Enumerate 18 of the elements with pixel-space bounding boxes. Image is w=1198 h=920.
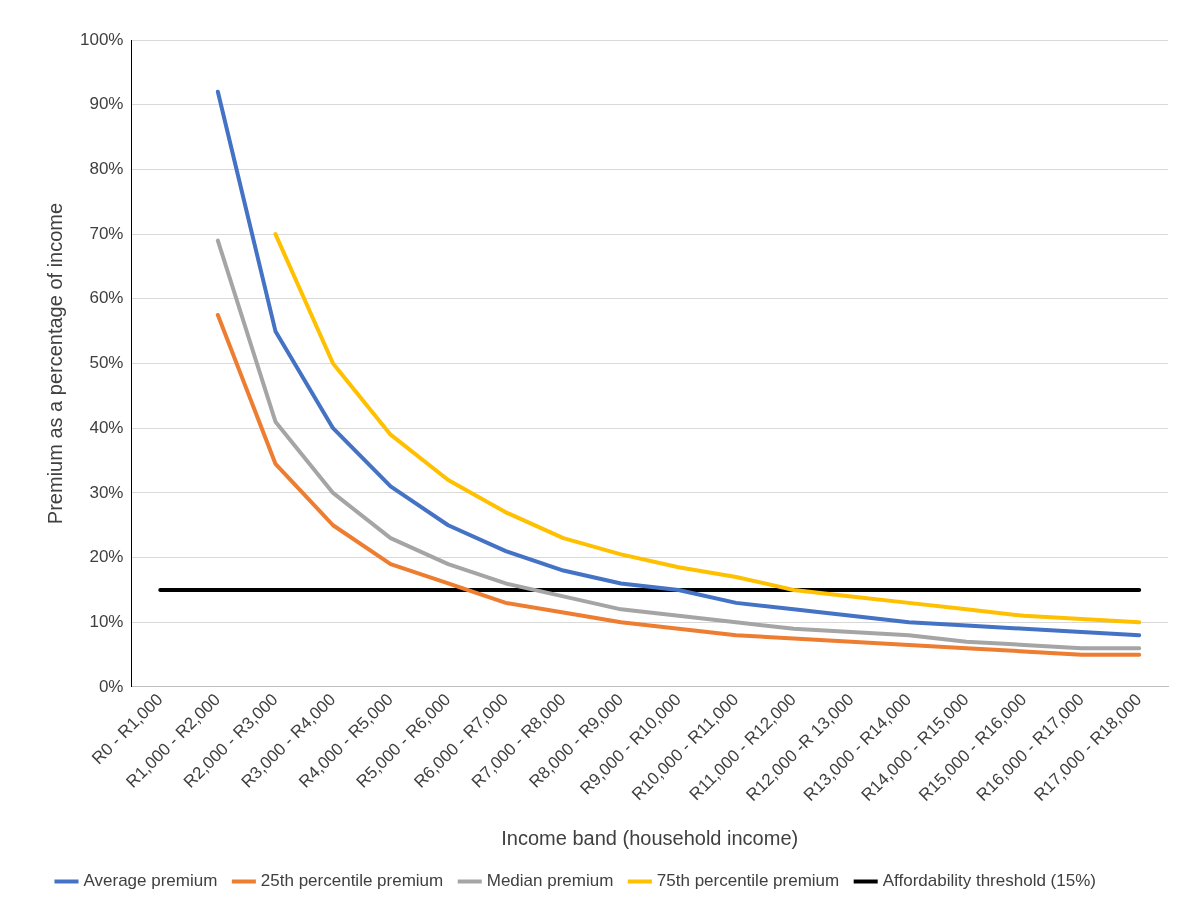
y-tick-label: 0% <box>98 676 124 696</box>
y-tick-label: 70% <box>89 223 124 243</box>
y-tick-label: 30% <box>89 482 124 502</box>
legend-label: 75th percentile premium <box>656 871 840 891</box>
y-tick-label: 100% <box>80 29 124 49</box>
legend-label: Affordability threshold (15%) <box>882 871 1096 891</box>
y-tick-label: 40% <box>89 417 124 437</box>
legend-label: Average premium <box>83 871 218 891</box>
y-tick-label: 80% <box>89 159 124 179</box>
y-tick-label: 50% <box>89 353 124 373</box>
y-tick-label: 60% <box>89 288 124 308</box>
y-tick-label: 20% <box>89 547 124 567</box>
legend-label: 25th percentile premium <box>260 871 444 891</box>
y-axis-title: Premium as a percentage of income <box>43 202 66 525</box>
y-tick-label: 10% <box>89 611 124 631</box>
x-axis-title: Income band (household income) <box>501 826 799 849</box>
y-tick-label: 90% <box>89 94 124 114</box>
legend-label: Median premium <box>486 871 614 891</box>
